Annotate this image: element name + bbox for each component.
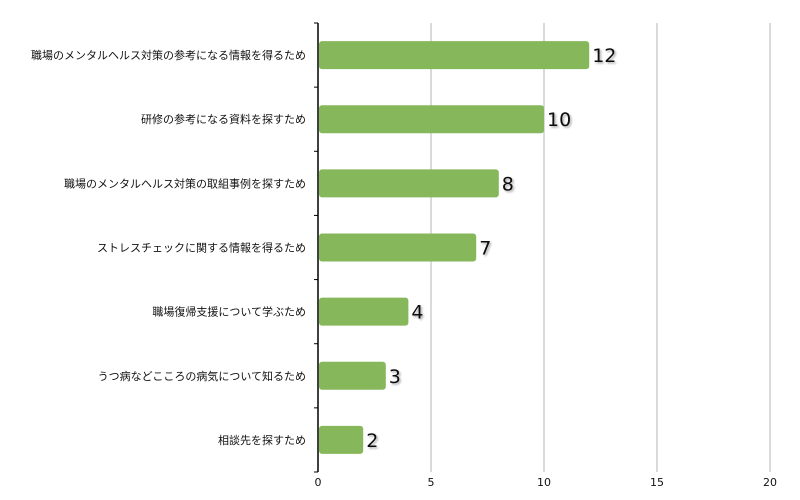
- x-tick-label: 0: [315, 476, 322, 489]
- data-label: 3: [389, 366, 401, 388]
- category-label: 研修の参考になる資料を探すため: [141, 112, 306, 126]
- labels: 0 5 10 15 20 職場のメンタルヘルス対策の参考になる情報を得るため 12 研修の参考…: [31, 45, 777, 489]
- bar: [319, 361, 386, 390]
- category-label: 職場のメンタルヘルス対策の取組事例を探すため: [64, 176, 306, 190]
- data-label: 8: [502, 173, 514, 195]
- category-label: 職場のメンタルヘルス対策の参考になる情報を得るため: [31, 48, 306, 62]
- axes: [314, 22, 319, 473]
- x-tick-label: 10: [537, 476, 551, 489]
- category-label: ストレスチェックに関する情報を得るため: [97, 242, 306, 255]
- x-tick-label: 20: [763, 476, 777, 489]
- category-label: うつ病などこころの病気について知るため: [98, 369, 306, 383]
- bars: [319, 41, 590, 454]
- data-label: 2: [366, 430, 378, 452]
- bar: [319, 425, 364, 454]
- category-label: 職場復帰支援について学ぶため: [152, 305, 306, 319]
- bar: [319, 105, 544, 134]
- x-tick-label: 15: [650, 476, 664, 489]
- data-label: 4: [411, 302, 423, 324]
- bar: [319, 41, 590, 70]
- bar: [319, 233, 477, 262]
- bar: [319, 297, 409, 326]
- bar: [319, 169, 499, 198]
- x-tick-label: 5: [428, 476, 435, 489]
- category-label: 相談先を探すため: [218, 433, 306, 447]
- data-label: 7: [479, 238, 491, 260]
- data-label: 12: [592, 45, 616, 67]
- data-label: 10: [547, 109, 571, 131]
